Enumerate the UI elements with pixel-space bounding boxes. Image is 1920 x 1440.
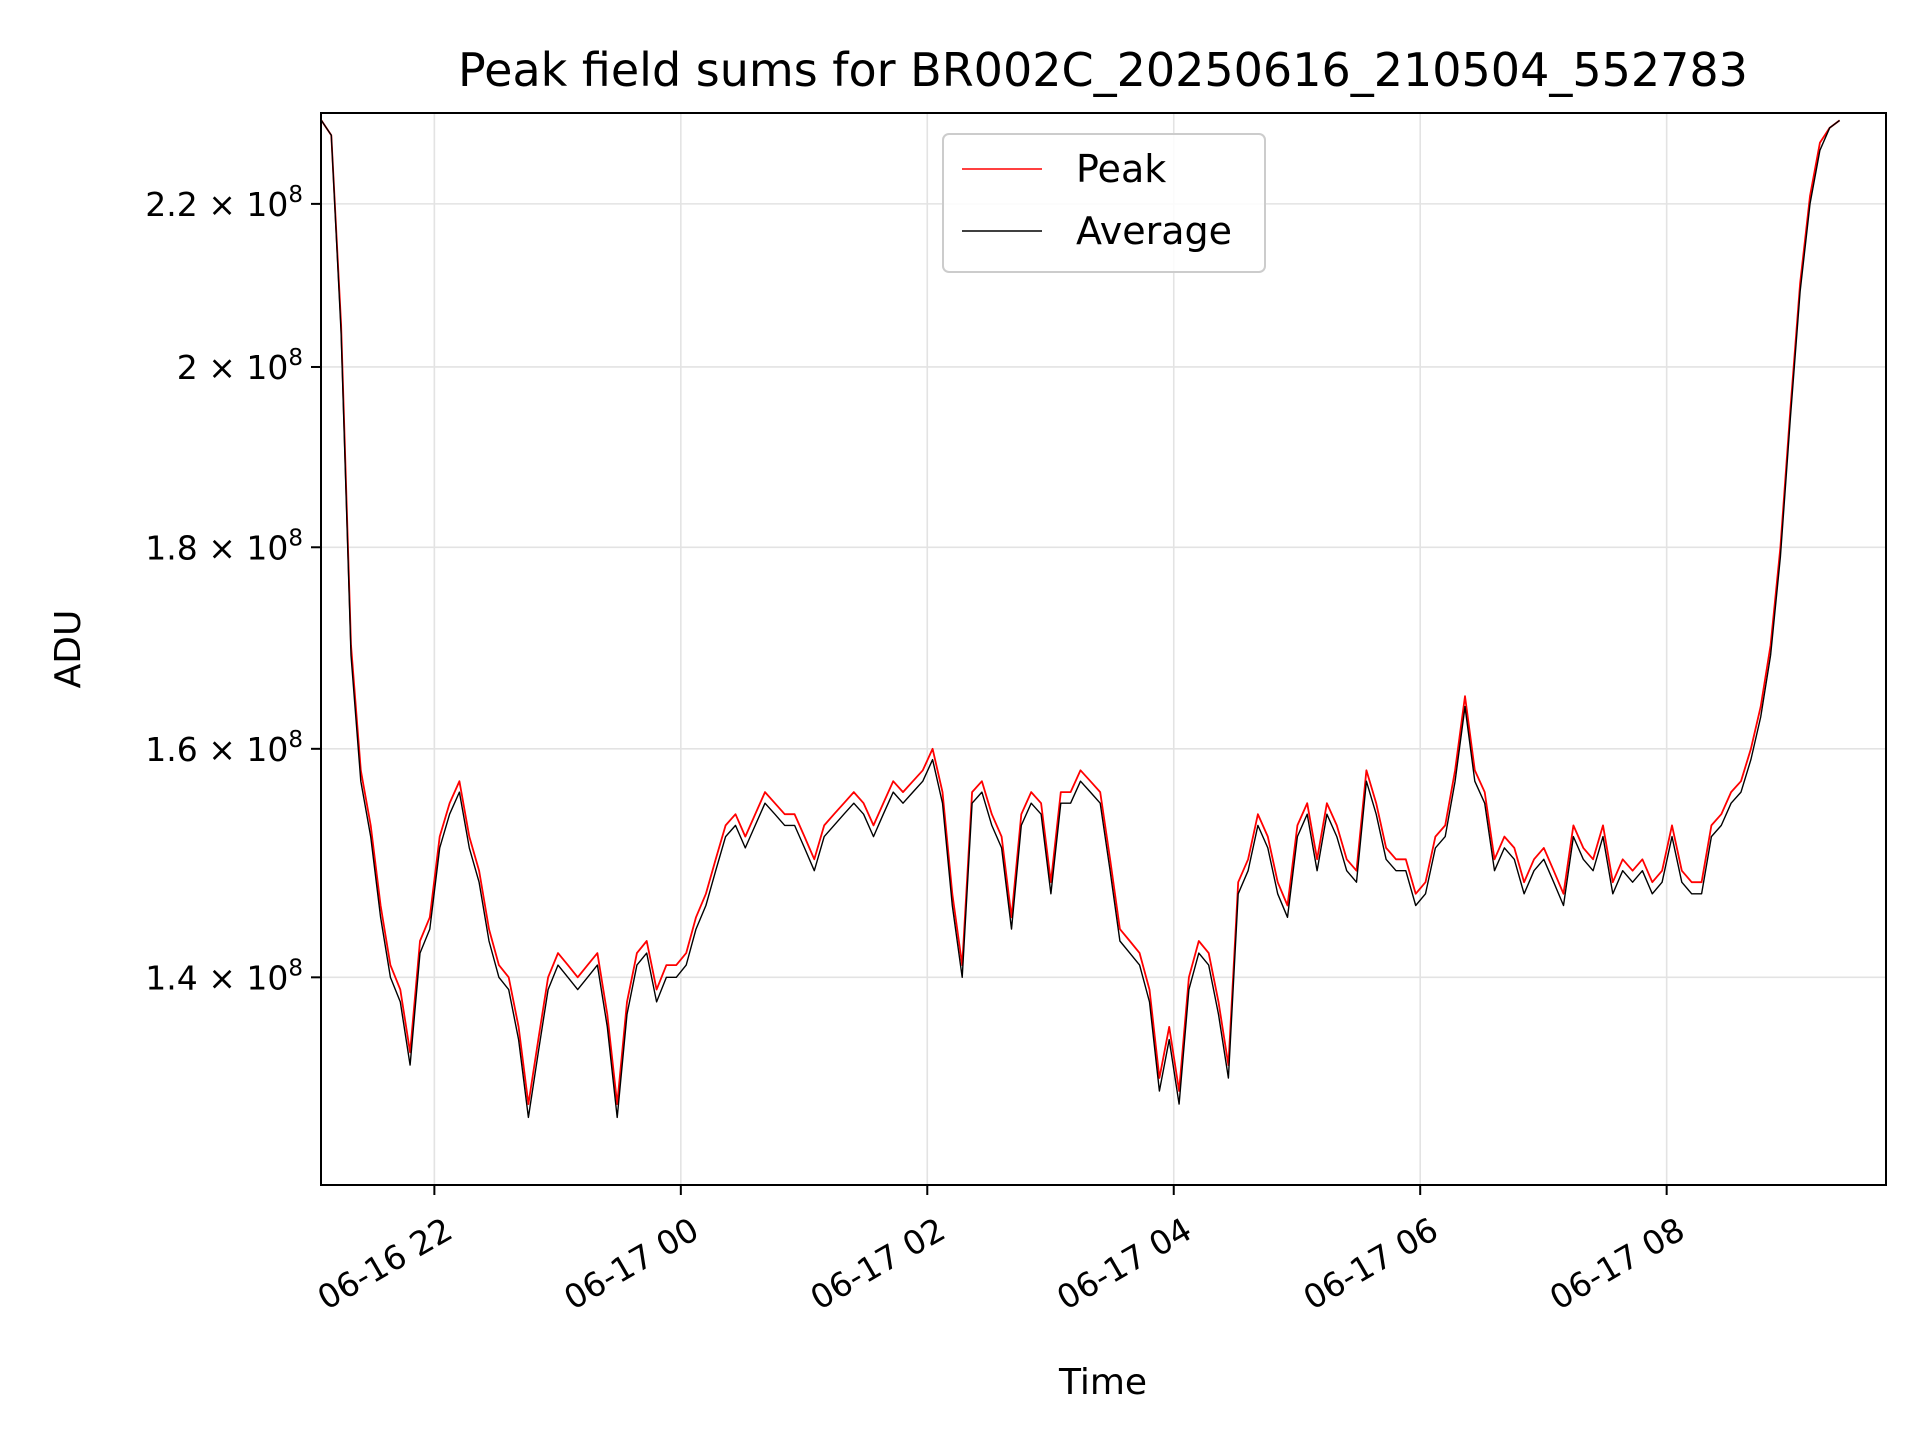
y-axis-label: ADU <box>48 610 89 689</box>
y-tick-exponent: 8 <box>288 525 303 551</box>
plot-frame <box>320 112 1887 1186</box>
y-tick-exponent: 8 <box>288 727 303 753</box>
y-tick-label: 1.8 × 108 <box>145 525 303 567</box>
x-axis-label: Time <box>1058 1362 1147 1403</box>
y-tick-label: 1.4 × 108 <box>145 955 303 997</box>
y-tick-exponent: 8 <box>288 955 303 981</box>
y-tick-mantissa: 1.6 <box>145 730 197 769</box>
y-tick-exponent: 8 <box>288 182 303 208</box>
y-tick-mantissa: 2 <box>177 348 198 387</box>
y-tick-exponent: 8 <box>288 345 303 371</box>
y-tick-mantissa: 2.2 <box>145 185 197 224</box>
y-tick-label: 2.2 × 108 <box>145 182 303 224</box>
legend-label-average: Average <box>1076 209 1232 253</box>
y-tick-times: × 10 <box>198 348 289 387</box>
series-line-average <box>320 119 1841 1119</box>
y-tick-label: 1.6 × 108 <box>145 727 303 769</box>
legend: Peak Average <box>942 133 1266 273</box>
y-tick-times: × 10 <box>198 528 289 567</box>
legend-label-peak: Peak <box>1076 147 1166 191</box>
y-tick-times: × 10 <box>198 958 289 997</box>
series-layer <box>320 119 1841 1119</box>
y-tick-times: × 10 <box>198 185 289 224</box>
y-tick-times: × 10 <box>198 730 289 769</box>
y-tick-mantissa: 1.8 <box>145 528 197 567</box>
series-line-peak <box>320 119 1841 1105</box>
y-tick-mantissa: 1.4 <box>145 958 197 997</box>
y-tick-label: 2 × 108 <box>177 345 303 387</box>
chart-title: Peak field sums for BR002C_20250616_2105… <box>458 43 1748 97</box>
